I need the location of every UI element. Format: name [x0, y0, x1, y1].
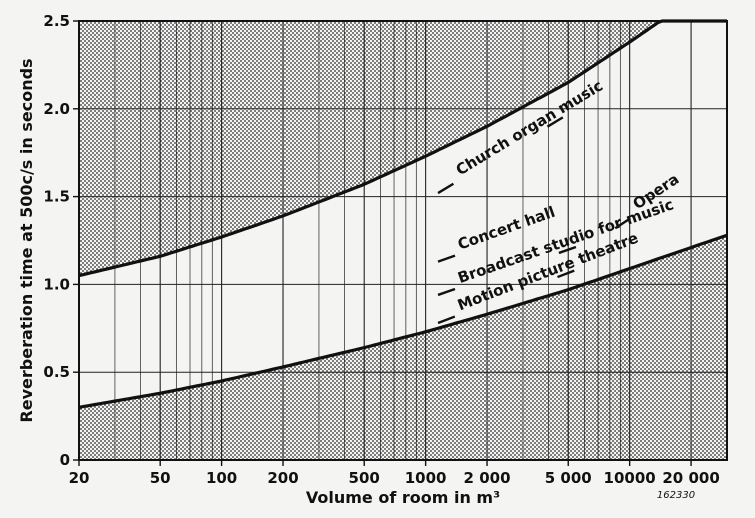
- y-tick-label: 2.0: [43, 100, 70, 118]
- y-tick-label: 1.0: [43, 275, 70, 293]
- x-tick-label: 500: [349, 469, 380, 487]
- x-tick-label: 50: [150, 469, 171, 487]
- x-tick-label: 100: [206, 469, 237, 487]
- y-tick-label: 1.5: [43, 188, 70, 206]
- x-tick-label: 20 000: [662, 469, 719, 487]
- plot-frame: [78, 20, 728, 461]
- x-tick-label: 1000: [405, 469, 447, 487]
- figure-code: 162330: [657, 490, 695, 501]
- x-tick-label: 2 000: [464, 469, 511, 487]
- ticks: 20 50 100 200 500 1000 2 000 5 000 10000 20 000 0 0…: [43, 12, 719, 487]
- x-tick-label: 20: [69, 469, 90, 487]
- x-tick-label: 10000: [604, 469, 656, 487]
- y-tick-label: 0: [60, 451, 70, 469]
- annotation-dash: [614, 174, 697, 230]
- lower-bound-curve: [78, 233, 728, 409]
- annotation-dash: [437, 230, 524, 263]
- y-tick-label: 2.5: [43, 12, 70, 30]
- x-axis-title: Volume of room in m³: [306, 488, 500, 507]
- shade-above-upper-curve: [79, 21, 727, 276]
- y-tick-label: 0.5: [43, 363, 70, 381]
- x-tick-label: 200: [267, 469, 298, 487]
- y-axis-title: Reverberation time at 500c/s in seconds: [17, 58, 36, 422]
- boundary-curves: [78, 19, 728, 409]
- upper-bound-curve: [78, 19, 727, 278]
- x-tick-label: 5 000: [545, 469, 592, 487]
